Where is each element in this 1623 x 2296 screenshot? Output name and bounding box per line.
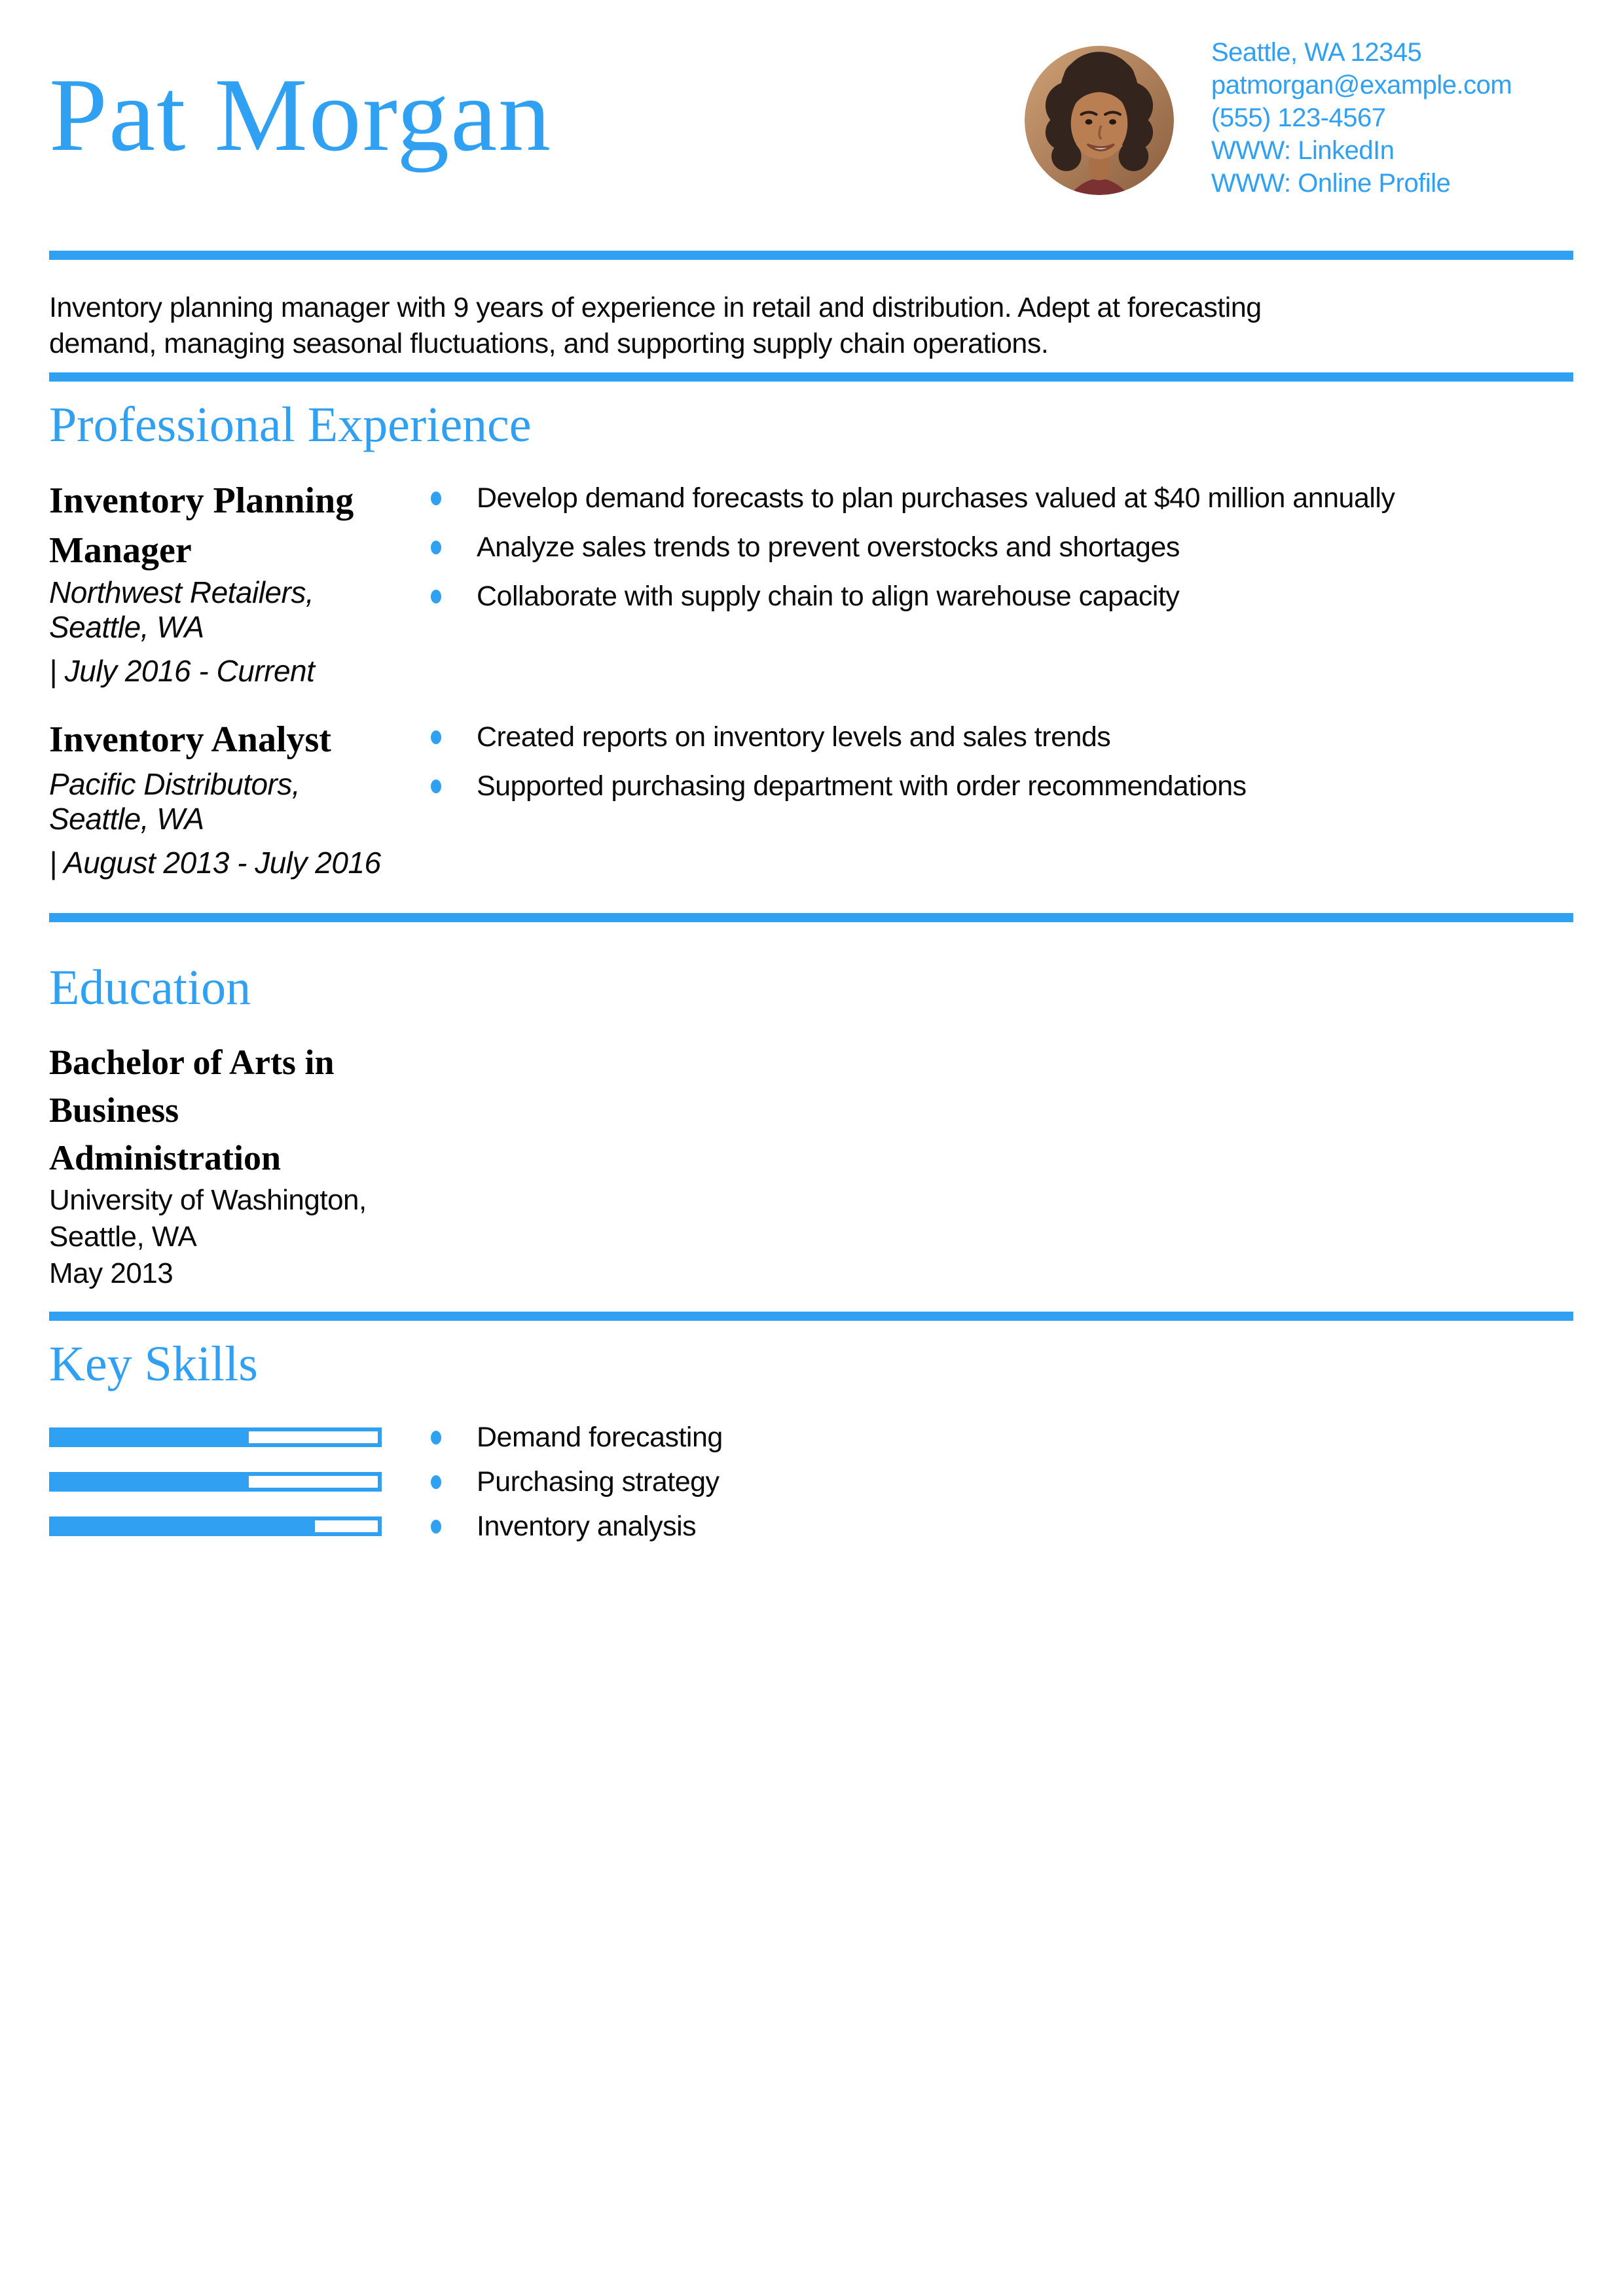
skill-bar xyxy=(49,1516,382,1536)
divider xyxy=(49,251,1573,260)
section-heading-professional-experience: Professional Experience xyxy=(49,397,532,452)
skill-item: Inventory analysis xyxy=(383,1511,1573,1542)
section-heading-key-skills: Key Skills xyxy=(49,1336,258,1391)
job-left-column: Inventory Analyst Pacific Distributors, … xyxy=(49,715,383,880)
school-name: University of Washington, Seattle, WA xyxy=(49,1184,367,1253)
divider xyxy=(49,1312,1573,1321)
bullet-item: Supported purchasing department with ord… xyxy=(431,768,1573,804)
contact-address: Seattle, WA 12345 xyxy=(1211,38,1422,67)
bullet-item: Develop demand forecasts to plan purchas… xyxy=(431,480,1573,516)
job-title: Inventory Planning Manager xyxy=(49,480,354,571)
bullet-item: Collaborate with supply chain to align w… xyxy=(431,578,1573,615)
contact-block: Seattle, WA 12345 patmorgan@example.com … xyxy=(1211,36,1512,200)
job-company-location: Northwest Retailers, Seattle, WA xyxy=(49,575,314,644)
bullet-text: Develop demand forecasts to plan purchas… xyxy=(477,482,1395,514)
bullet-icon xyxy=(431,1431,441,1444)
skill-bar-remainder xyxy=(248,1431,378,1443)
bullet-icon xyxy=(431,492,441,505)
skill-bar-remainder xyxy=(315,1520,378,1532)
bullet-item: Analyze sales trends to prevent overstoc… xyxy=(431,529,1573,565)
profile-photo xyxy=(1025,46,1174,195)
bullet-icon xyxy=(431,1520,441,1534)
job-entry: Inventory Planning Manager Northwest Ret… xyxy=(49,476,1573,689)
bullet-list: Created reports on inventory levels and … xyxy=(383,719,1573,880)
bullet-icon xyxy=(431,590,441,603)
bullet-icon xyxy=(431,780,441,793)
skill-bar xyxy=(49,1472,382,1492)
divider xyxy=(49,372,1573,382)
section-heading-education: Education xyxy=(49,960,251,1015)
contact-email: patmorgan@example.com xyxy=(1211,71,1512,99)
header: Pat Morgan xyxy=(49,0,1573,251)
skill-bar xyxy=(49,1427,382,1447)
contact-phone: (555) 123-4567 xyxy=(1211,103,1386,132)
skill-item: Purchasing strategy xyxy=(383,1466,1573,1498)
job-dates: | July 2016 - Current xyxy=(49,654,315,688)
bullet-text: Created reports on inventory levels and … xyxy=(477,721,1111,753)
job-entry: Inventory Analyst Pacific Distributors, … xyxy=(49,715,1573,880)
divider xyxy=(49,913,1573,922)
skill-label: Demand forecasting xyxy=(477,1422,723,1453)
bullet-list: Develop demand forecasts to plan purchas… xyxy=(383,480,1573,689)
avatar-illustration xyxy=(1025,46,1174,195)
degree-title: Bachelor of Arts in Business Administrat… xyxy=(49,1043,335,1177)
contact-online-profile: WWW: Online Profile xyxy=(1211,169,1451,198)
summary-text: Inventory planning manager with 9 years … xyxy=(49,292,1262,359)
skill-label: Inventory analysis xyxy=(477,1511,697,1542)
bullet-icon xyxy=(431,541,441,554)
bullet-text: Supported purchasing department with ord… xyxy=(477,770,1247,802)
skill-label: Purchasing strategy xyxy=(477,1466,720,1498)
skill-item: Demand forecasting xyxy=(383,1422,1573,1453)
job-left-column: Inventory Planning Manager Northwest Ret… xyxy=(49,476,383,689)
bullet-icon xyxy=(431,730,441,744)
contact-linkedin: WWW: LinkedIn xyxy=(1211,136,1395,165)
graduation-date: May 2013 xyxy=(49,1257,173,1289)
bullet-text: Collaborate with supply chain to align w… xyxy=(477,581,1180,612)
job-company-location: Pacific Distributors, Seattle, WA xyxy=(49,767,301,836)
job-dates: | August 2013 - July 2016 xyxy=(49,846,381,880)
bullet-item: Created reports on inventory levels and … xyxy=(431,719,1573,755)
skills-grid: Demand forecasting Purchasing strategy I… xyxy=(49,1422,1573,1542)
skill-bar-remainder xyxy=(248,1476,378,1488)
bullet-text: Analyze sales trends to prevent overstoc… xyxy=(477,531,1180,563)
page-title: Pat Morgan xyxy=(49,56,553,173)
job-title: Inventory Analyst xyxy=(49,719,331,760)
bullet-icon xyxy=(431,1475,441,1489)
